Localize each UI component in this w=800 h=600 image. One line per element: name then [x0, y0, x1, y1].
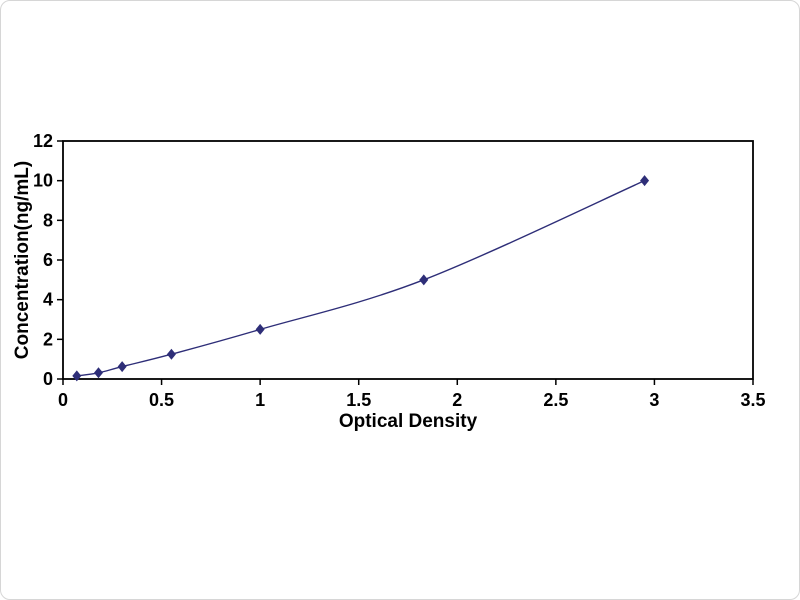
x-tick-label: 1.5	[346, 390, 371, 410]
x-axis-title: Optical Density	[338, 411, 478, 432]
y-tick-label: 6	[43, 250, 53, 270]
x-tick-label: 2	[452, 390, 462, 410]
x-tick-label: 0	[58, 390, 68, 410]
plot-frame	[62, 140, 754, 380]
data-point-marker	[640, 175, 650, 187]
x-tick-label: 3	[649, 390, 659, 410]
data-point-marker	[72, 370, 82, 382]
x-tick-label: 0.5	[149, 390, 174, 410]
x-tick-label: 2.5	[543, 390, 568, 410]
y-tick-label: 10	[33, 171, 53, 191]
x-tick-label: 1	[255, 390, 265, 410]
data-point-marker	[166, 348, 176, 360]
data-point-markers	[72, 175, 650, 382]
y-tick-label: 4	[43, 290, 53, 310]
y-tick-label: 0	[43, 369, 53, 389]
x-axis-ticks: 0 0.5 1 1.5 2 2.5 3 3.5	[58, 379, 766, 410]
data-point-marker	[117, 361, 127, 373]
y-tick-label: 2	[43, 329, 53, 349]
y-tick-label: 12	[33, 131, 53, 151]
y-tick-label: 8	[43, 210, 53, 230]
data-point-marker	[255, 323, 265, 335]
y-axis-ticks: 0 2 4 6 8 10 12	[33, 131, 63, 389]
y-axis-title: Concentration(ng/mL)	[12, 160, 33, 360]
data-point-marker	[419, 274, 429, 286]
curve-line	[76, 180, 645, 377]
data-point-marker	[93, 367, 103, 379]
x-tick-label: 3.5	[740, 390, 765, 410]
y-axis-title-wrap: Concentration(ng/mL)	[9, 141, 37, 379]
